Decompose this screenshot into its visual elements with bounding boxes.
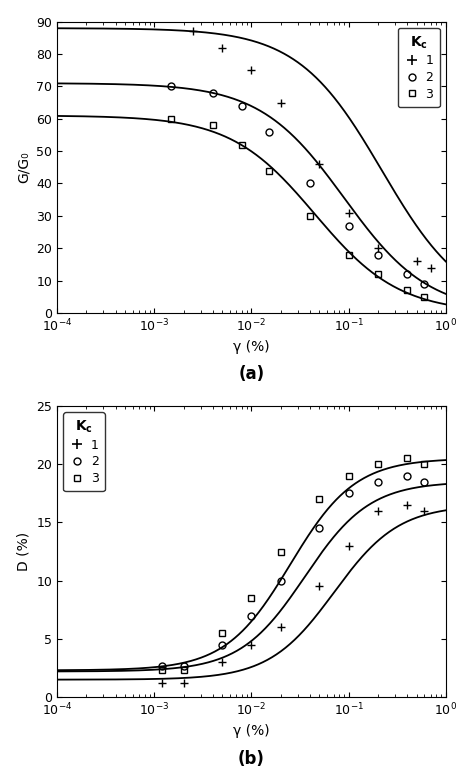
X-axis label: γ (%): γ (%) xyxy=(233,340,270,354)
Y-axis label: D (%): D (%) xyxy=(17,532,31,571)
Text: (b): (b) xyxy=(238,750,265,768)
Y-axis label: G/G₀: G/G₀ xyxy=(17,152,31,183)
Legend: 1, 2, 3: 1, 2, 3 xyxy=(398,28,439,107)
Text: (a): (a) xyxy=(238,366,264,383)
Legend: 1, 2, 3: 1, 2, 3 xyxy=(64,412,105,491)
X-axis label: γ (%): γ (%) xyxy=(233,724,270,738)
